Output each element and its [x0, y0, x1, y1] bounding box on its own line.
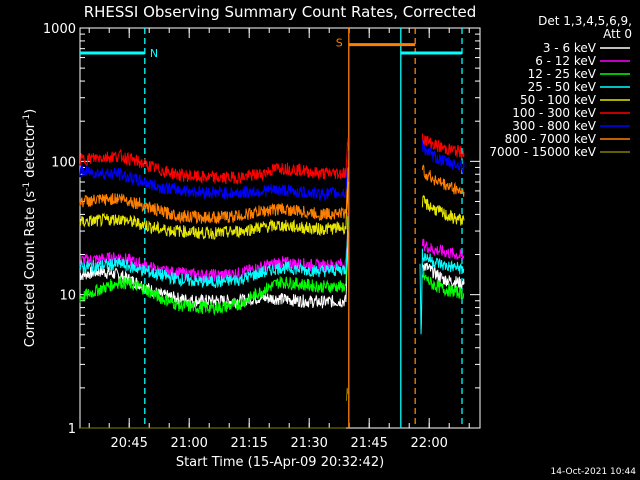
legend-entry-label: 800 - 7000 keV: [505, 132, 597, 146]
series-line: [421, 164, 465, 197]
y-tick-label: 1000: [43, 22, 76, 37]
y-tick-label: 100: [51, 155, 76, 170]
series-line: [421, 262, 465, 290]
x-tick-label: 22:00: [410, 436, 447, 451]
ylabel-sup-1: -1: [22, 182, 32, 191]
legend-entry-label: 12 - 25 keV: [528, 67, 597, 81]
state-bars: NS: [80, 36, 462, 60]
series-group: [79, 133, 465, 429]
x-tick-label: 21:15: [230, 436, 267, 451]
series-line: [79, 222, 349, 316]
ylabel-part-2: detector: [23, 122, 38, 182]
series-line: [421, 194, 465, 226]
ylabel-part-3: ): [23, 109, 38, 114]
y-axis-label: Corrected Count Rate (s-1 detector-1): [22, 109, 38, 347]
y-axis: 1 10 100 1000: [43, 22, 480, 437]
y-tick-label: 10: [59, 289, 76, 304]
x-tick-label: 21:45: [350, 436, 387, 451]
ylabel-sup-2: -1: [22, 114, 32, 123]
legend-entry-label: 100 - 300 keV: [512, 106, 596, 120]
series-line: [79, 216, 349, 289]
series-line: [79, 181, 349, 240]
x-tick-label: 21:30: [290, 436, 327, 451]
flag-label: N: [150, 47, 158, 60]
legend-entry-label: 3 - 6 keV: [543, 41, 597, 55]
legend-entry-label: 6 - 12 keV: [535, 54, 597, 68]
series-line: [345, 387, 349, 401]
legend-header-1: Det 1,3,4,5,6,9,: [538, 14, 632, 28]
x-axis: 20:45 21:00 21:15 21:30 21:45 22:00: [88, 28, 470, 451]
legend-entry-label: 7000 - 15000 keV: [489, 145, 596, 159]
series-line: [421, 238, 465, 260]
legend-entry-label: 25 - 50 keV: [528, 80, 597, 94]
series-line: [79, 137, 349, 186]
legend-entry-label: 300 - 800 keV: [512, 119, 596, 133]
x-tick-label: 21:00: [170, 436, 207, 451]
x-tick-label: 20:45: [110, 436, 147, 451]
series-line: [421, 140, 465, 174]
footer-timestamp: 14-Oct-2021 10:44: [551, 467, 637, 477]
series-line: [421, 133, 465, 159]
x-axis-label: Start Time (15-Apr-09 20:32:42): [176, 455, 384, 470]
chart-title: RHESSI Observing Summary Count Rates, Co…: [84, 3, 477, 21]
y-tick-label: 1: [68, 422, 76, 437]
ylabel-part-1: Corrected Count Rate (s: [23, 191, 38, 348]
series-line: [79, 150, 349, 202]
flag-label: S: [336, 36, 343, 49]
series-line: [421, 270, 465, 300]
attenuator-lines: [144, 28, 463, 428]
series-line: [419, 248, 465, 335]
legend-entry-label: 50 - 100 keV: [520, 93, 597, 107]
legend-header-2: Att 0: [603, 27, 632, 41]
series-line: [79, 167, 349, 225]
